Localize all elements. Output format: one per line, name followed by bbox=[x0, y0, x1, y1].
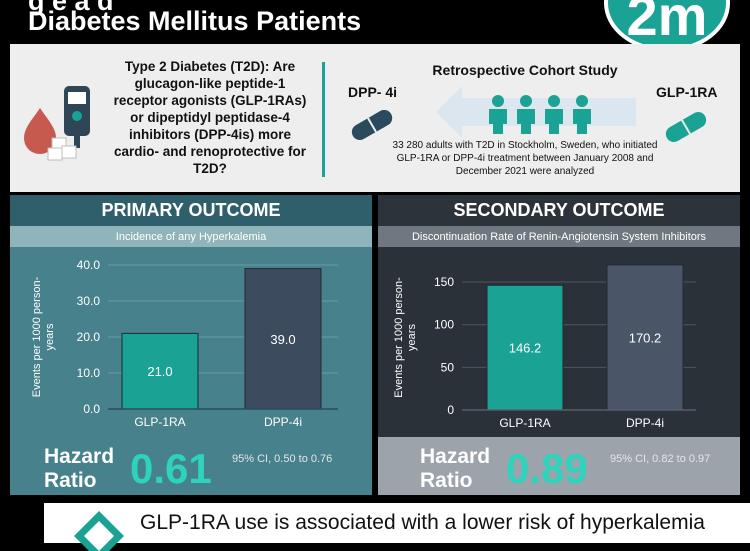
hazard-word: Hazard bbox=[420, 445, 491, 468]
primary-xtick-label: GLP-1RA bbox=[134, 415, 185, 429]
secondary-outcome-title: SECONDARY OUTCOME bbox=[378, 195, 740, 226]
primary-outcome-subtitle: Incidence of any Hyperkalemia bbox=[10, 226, 372, 247]
secondary-ytick-label: 150 bbox=[434, 275, 454, 289]
ratio-word: Ratio bbox=[420, 469, 473, 492]
divider bbox=[322, 62, 325, 177]
study-title: Retrospective Cohort Study bbox=[432, 62, 618, 78]
dpp4i-pill-icon bbox=[351, 110, 393, 140]
primary-ytick-label: 40.0 bbox=[77, 258, 101, 272]
primary-bar-value-label: 39.0 bbox=[270, 332, 295, 347]
glp1ra-pill-icon bbox=[665, 112, 707, 142]
conclusion-banner: GLP-1RA use is associated with a lower r… bbox=[44, 503, 750, 551]
conclusion-text: GLP-1RA use is associated with a lower r… bbox=[140, 511, 705, 534]
primary-ytick-label: 30.0 bbox=[77, 294, 101, 308]
primary-chart-area: 0.0 10.0 20.0 30.0 40.0 21.0 GLP-1RA 39.0 DPP-4i… bbox=[10, 247, 372, 437]
secondary-outcome-subtitle: Discontinuation Rate of Renin-Angiotensi… bbox=[378, 226, 740, 247]
primary-bar-dpp4i bbox=[244, 268, 322, 410]
secondary-outcome-panel: SECONDARY OUTCOME Discontinuation Rate o… bbox=[378, 195, 740, 495]
glucose-meter-icon bbox=[24, 86, 90, 161]
logo-text: 2m bbox=[626, 0, 708, 47]
secondary-bar-value-label: 146.2 bbox=[509, 341, 542, 356]
secondary-ytick-label: 50 bbox=[441, 360, 455, 374]
primary-outcome-title: PRIMARY OUTCOME bbox=[10, 195, 372, 226]
primary-hazard-label: Hazard Ratio bbox=[44, 445, 114, 493]
research-question: Type 2 Diabetes (T2D): Are glucagon-like… bbox=[113, 59, 307, 176]
secondary-bar-value-label: 170.2 bbox=[629, 330, 662, 345]
secondary-hazard-value: 0.89 bbox=[506, 445, 588, 492]
primary-ci: 95% CI, 0.50 to 0.76 bbox=[232, 453, 333, 465]
primary-xtick-label: DPP-4i bbox=[264, 415, 302, 429]
glp1ra-label: GLP-1RA bbox=[656, 84, 718, 100]
ratio-word: Ratio bbox=[44, 469, 97, 492]
people-group-icon bbox=[489, 95, 591, 134]
hazard-word: Hazard bbox=[44, 445, 115, 468]
study-info-panel: Type 2 Diabetes (T2D): Are glucagon-like… bbox=[10, 44, 740, 192]
secondary-bar-chart: 0 50 100 150 146.2 GLP-1RA 170.2 DPP-4i Events p… bbox=[393, 264, 696, 430]
page-title: Diabetes Mellitus Patients bbox=[28, 6, 362, 36]
primary-ylabel-line: Events per 1000 person- bbox=[31, 276, 43, 397]
secondary-ytick-label: 0 bbox=[447, 403, 454, 417]
dpp4i-label: DPP- 4i bbox=[348, 84, 398, 100]
secondary-bar-dpp4i bbox=[606, 264, 684, 411]
primary-ytick-label: 0.0 bbox=[83, 402, 100, 416]
primary-bar-chart: 0.0 10.0 20.0 30.0 40.0 21.0 GLP-1RA 39.0 DPP-4i… bbox=[31, 258, 338, 429]
secondary-chart-area: 0 50 100 150 146.2 GLP-1RA 170.2 DPP-4i Events p… bbox=[378, 247, 740, 437]
page-title-line1: g e a d bbox=[28, 0, 114, 16]
primary-ylabel: Events per 1000 person-years bbox=[31, 276, 56, 397]
secondary-ylabel: Events per 1000 person-years bbox=[393, 277, 418, 398]
study-description: 33 280 adults with T2D in Stockholm, Swe… bbox=[392, 140, 658, 177]
secondary-xtick-label: GLP-1RA bbox=[499, 416, 550, 430]
primary-outcome-panel: PRIMARY OUTCOME Incidence of any Hyperka… bbox=[10, 195, 372, 495]
secondary-ylabel-line: Events per 1000 person- bbox=[393, 277, 405, 398]
secondary-ytick-label: 100 bbox=[434, 318, 454, 332]
primary-ytick-label: 10.0 bbox=[77, 366, 101, 380]
primary-ylabel-line: years bbox=[44, 323, 56, 350]
secondary-ylabel-line: years bbox=[406, 324, 418, 351]
secondary-bar-glp1ra bbox=[486, 284, 564, 411]
primary-hazard-value: 0.61 bbox=[130, 445, 212, 492]
diamond-icon bbox=[74, 511, 124, 551]
secondary-xtick-label: DPP-4i bbox=[626, 416, 664, 430]
primary-bar-value-label: 21.0 bbox=[147, 364, 172, 379]
secondary-hazard-label: Hazard Ratio bbox=[420, 445, 490, 493]
primary-ytick-label: 20.0 bbox=[77, 330, 101, 344]
secondary-ci: 95% CI, 0.82 to 0.97 bbox=[610, 453, 711, 465]
